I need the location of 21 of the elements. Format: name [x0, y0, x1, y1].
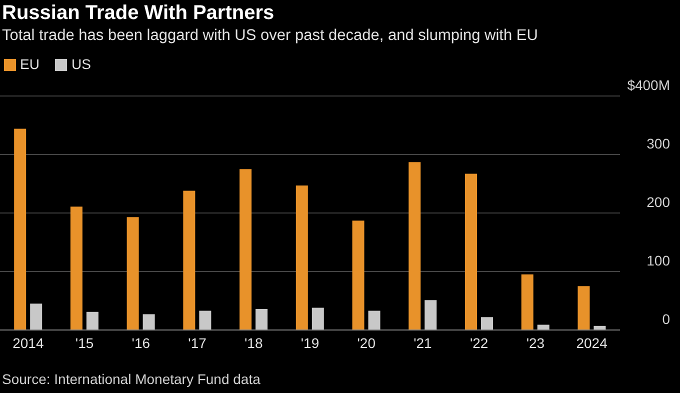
y-tick-label: 100	[646, 252, 670, 268]
chart-title: Russian Trade With Partners	[2, 2, 274, 25]
y-tick-label: 300	[646, 136, 670, 152]
x-tick-label: '16	[132, 334, 150, 351]
x-tick-label: '20	[357, 334, 376, 351]
chart-subtitle: Total trade has been laggard with US over past decade, and slumping with EU	[2, 27, 538, 45]
y-tick-label: 200	[646, 194, 670, 210]
y-tick-label: 0	[662, 311, 670, 327]
source-note: Source: International Monetary Fund data	[2, 371, 260, 387]
x-tick-label: '21	[414, 334, 432, 351]
x-tick-label: 2014	[12, 334, 44, 351]
x-tick-label: '23	[526, 334, 545, 351]
x-tick-label: '18	[244, 334, 263, 351]
x-tick-label: '22	[470, 334, 488, 351]
x-tick-label: 2024	[576, 334, 608, 351]
x-tick-label: '19	[300, 334, 320, 351]
x-tick-label: '15	[75, 334, 94, 351]
legend-label: EU	[20, 56, 40, 72]
legend-label: US	[71, 56, 91, 72]
y-tick-label: $400M	[627, 77, 670, 93]
x-tick-label: '17	[188, 334, 207, 351]
